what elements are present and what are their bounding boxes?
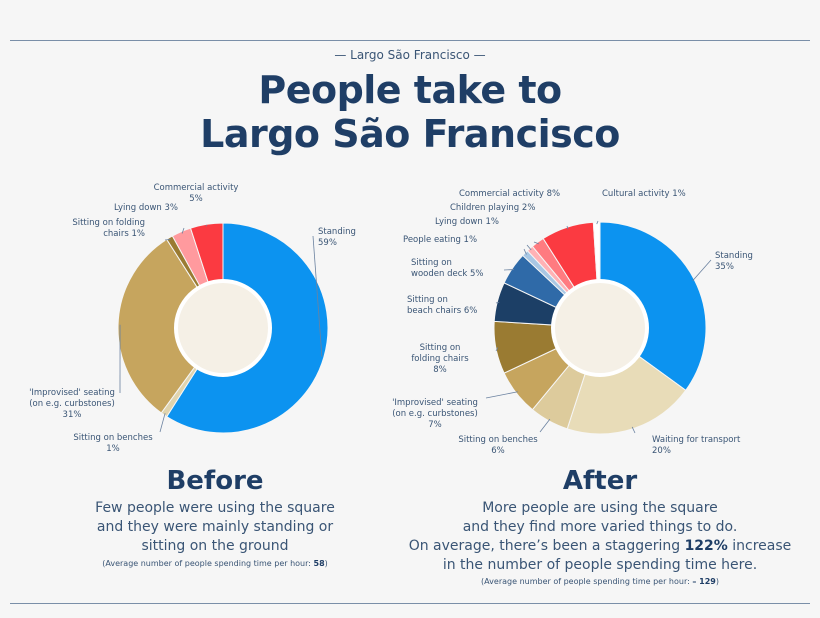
before-label-lying-down: Lying down 3%	[114, 203, 178, 213]
after-leader-waiting-for-transport	[631, 426, 636, 434]
before-leader-sitting-on-folding-chairs	[164, 238, 171, 241]
after-label-commercial-activity: Commercial activity 8%	[459, 189, 560, 199]
before-label-sitting-on-folding-chairs: Sitting on folding chairs 1%	[72, 218, 145, 239]
after-desc-line-3: On average, there’s been a staggering 12…	[395, 537, 805, 556]
before-desc-line-3: sitting on the ground	[141, 538, 289, 554]
after-desc-line-4: in the number of people spending time he…	[442, 557, 758, 573]
after-leader-standing	[692, 259, 712, 282]
top-rule	[10, 40, 810, 41]
after-label-waiting-for-transport: Waiting for transport 20%	[652, 435, 741, 456]
before-label-sitting-on-benches: Sitting on benches 1%	[73, 433, 153, 454]
before-average: (Average number of people spending time …	[65, 559, 365, 568]
before-desc-line-2: and they were mainly standing or	[96, 519, 334, 535]
after-desc-line-3-post: increase	[727, 538, 792, 554]
after-label-cultural-activity: Cultural activity 1%	[602, 189, 686, 199]
before-avg-value: 58	[313, 559, 325, 568]
after-label-sitting-on-beach-chairs: Sitting on beach chairs 6%	[407, 295, 477, 316]
after-leader-lying-down	[526, 244, 532, 251]
after-label-sitting-on-benches: Sitting on benches 6%	[458, 435, 538, 456]
after-leader-sitting-on-benches	[539, 418, 551, 433]
after-increase-percent: 122%	[684, 538, 728, 554]
before-description: Few people were using the square and the…	[65, 499, 365, 556]
before-label-improvised-seating-on-e-g-curbstones: 'Improvised' seating (on e.g. curbstones)…	[29, 388, 115, 420]
after-desc-line-2: and they find more varied things to do.	[462, 519, 738, 535]
after-leader-people-eating	[523, 248, 527, 255]
title-line-2: Largo São Francisco	[200, 112, 620, 156]
before-avg-label: (Average number of people spending time …	[102, 559, 314, 568]
before-leader-sitting-on-benches	[159, 413, 166, 433]
before-label-standing: Standing 59%	[318, 227, 356, 248]
after-label-sitting-on-wooden-deck: Sitting on wooden deck 5%	[411, 258, 483, 279]
after-donut-chart: Standing 35% Waiting for transport 20% Sitti…	[392, 189, 753, 456]
after-desc-line-1: More people are using the square	[482, 500, 718, 516]
before-heading: Before	[166, 466, 264, 496]
before-donut-chart: Standing 59% Sitting on benches 1% 'Improvis…	[29, 183, 356, 454]
after-label-lying-down: Lying down 1%	[435, 217, 499, 227]
after-leader-children-playing	[533, 241, 540, 245]
after-label-sitting-on-folding-chairs: Sitting on folding chairs 8%	[411, 343, 469, 375]
after-label-people-eating: People eating 1%	[403, 235, 477, 245]
after-avg-label: (Average number of people spending time …	[481, 577, 693, 586]
after-leader-sitting-on-beach-chairs	[495, 301, 500, 304]
kicker: — Largo São Francisco —	[334, 48, 486, 62]
after-leader-sitting-on-folding-chairs	[495, 347, 499, 352]
after-heading: After	[562, 466, 638, 496]
after-average: (Average number of people spending time …	[450, 577, 750, 586]
before-desc-line-1: Few people were using the square	[95, 500, 335, 516]
after-description: More people are using the square and the…	[395, 499, 805, 575]
after-label-children-playing: Children playing 2%	[450, 203, 535, 213]
before-leader-commercial-activity	[205, 224, 208, 227]
before-leader-lying-down	[181, 227, 185, 234]
after-donut-hole	[551, 279, 649, 377]
before-label-commercial-activity: Commercial activity 5%	[154, 183, 239, 204]
after-desc-line-3-pre: On average, there’s been a staggering	[408, 538, 685, 554]
bottom-rule	[10, 603, 810, 604]
after-leader-cultural-activity	[596, 220, 599, 225]
after-leader-commercial-activity	[566, 225, 569, 230]
before-donut-hole	[174, 279, 272, 377]
after-label-improvised-seating-on-e-g-curbstones: 'Improvised' seating (on e.g. curbstones)…	[392, 398, 478, 430]
after-label-standing: Standing 35%	[715, 251, 753, 272]
title-line-1: People take to	[258, 68, 562, 112]
before-avg-close: )	[324, 559, 328, 568]
before-leader-standing	[312, 235, 323, 357]
after-avg-value: – 129	[692, 577, 716, 586]
after-leader-improvised-seating-on-e-g-curbstones	[485, 391, 518, 399]
after-avg-close: )	[715, 577, 719, 586]
